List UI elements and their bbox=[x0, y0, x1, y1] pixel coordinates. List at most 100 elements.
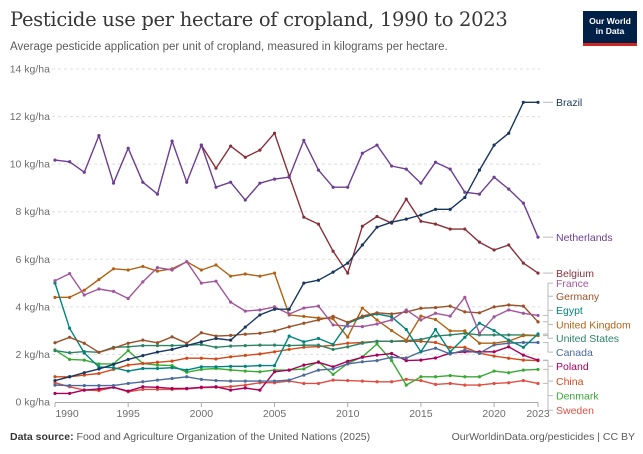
data-point bbox=[229, 368, 233, 372]
data-point bbox=[258, 274, 262, 278]
data-point bbox=[536, 340, 540, 345]
url-license[interactable]: OurWorldinData.org/pesticides | CC BY bbox=[451, 431, 635, 443]
series-line bbox=[54, 261, 539, 334]
data-point bbox=[185, 375, 189, 379]
data-point bbox=[97, 287, 101, 291]
data-point bbox=[155, 366, 160, 371]
data-point bbox=[111, 383, 116, 388]
data-point bbox=[141, 180, 145, 184]
data-point bbox=[360, 379, 364, 383]
data-point bbox=[258, 148, 262, 152]
data-point bbox=[360, 355, 364, 359]
y-tick-label: 0 kg/ha bbox=[16, 397, 51, 409]
data-point bbox=[507, 356, 511, 360]
data-point bbox=[97, 134, 101, 138]
owid-logo[interactable]: Our World in Data bbox=[583, 11, 637, 46]
data-point bbox=[97, 383, 101, 388]
data-point bbox=[302, 215, 306, 219]
data-point bbox=[477, 375, 482, 379]
y-tick-label: 10 kg/ha bbox=[10, 159, 50, 171]
data-point bbox=[199, 340, 203, 344]
data-point bbox=[82, 383, 86, 388]
data-point bbox=[521, 311, 525, 315]
data-point bbox=[448, 329, 452, 333]
data-point bbox=[141, 387, 145, 391]
data-point bbox=[111, 289, 116, 293]
data-point bbox=[536, 320, 540, 324]
data-point bbox=[170, 366, 174, 370]
data-point bbox=[390, 312, 394, 316]
data-point bbox=[360, 243, 364, 247]
series-belgium bbox=[199, 131, 540, 275]
x-tick-label: 2020 bbox=[482, 408, 506, 420]
x-tick-label: 2000 bbox=[190, 408, 214, 420]
data-point bbox=[214, 365, 218, 369]
data-point bbox=[331, 367, 335, 371]
series-brazil bbox=[53, 100, 540, 383]
data-point bbox=[346, 335, 350, 339]
series-line bbox=[54, 282, 539, 372]
data-point bbox=[375, 342, 379, 346]
data-point bbox=[521, 304, 525, 308]
data-point bbox=[331, 249, 335, 253]
data-point bbox=[272, 364, 277, 368]
legend-item-germany: Germany bbox=[543, 291, 600, 323]
data-point bbox=[97, 277, 101, 282]
series-united-kingdom bbox=[53, 260, 540, 345]
data-point bbox=[126, 146, 130, 150]
data-point bbox=[214, 166, 218, 170]
data-point bbox=[170, 344, 174, 348]
data-point bbox=[536, 367, 540, 372]
data-point bbox=[97, 367, 101, 371]
data-point bbox=[243, 383, 247, 387]
data-point bbox=[536, 358, 540, 362]
data-point bbox=[287, 307, 291, 311]
y-tick-label: 6 kg/ha bbox=[16, 254, 51, 266]
data-point bbox=[346, 359, 350, 363]
data-point bbox=[433, 160, 438, 164]
data-point bbox=[507, 303, 511, 307]
data-point bbox=[404, 377, 408, 382]
data-point bbox=[390, 164, 394, 168]
data-point bbox=[272, 271, 277, 275]
data-point bbox=[258, 181, 262, 185]
data-point bbox=[141, 280, 145, 284]
legend-connector bbox=[543, 382, 553, 411]
data-point bbox=[360, 224, 364, 228]
data-point bbox=[316, 168, 321, 172]
data-point bbox=[536, 313, 540, 318]
data-point bbox=[97, 350, 101, 354]
data-point bbox=[331, 347, 335, 352]
data-point bbox=[404, 338, 408, 342]
data-point bbox=[82, 288, 86, 292]
data-point bbox=[229, 338, 233, 342]
data-point bbox=[243, 155, 247, 159]
data-point bbox=[521, 340, 525, 345]
data-point bbox=[492, 305, 496, 309]
data-point bbox=[492, 341, 496, 345]
data-point bbox=[433, 317, 438, 322]
legend-label: France bbox=[556, 278, 589, 290]
data-point bbox=[272, 343, 277, 347]
y-tick-label: 12 kg/ha bbox=[10, 111, 50, 123]
data-point bbox=[521, 368, 525, 372]
data-point bbox=[536, 100, 540, 104]
data-point bbox=[521, 100, 525, 104]
data-point bbox=[214, 279, 218, 283]
series-line bbox=[54, 332, 539, 354]
data-point bbox=[229, 384, 233, 389]
data-point bbox=[243, 309, 247, 313]
data-point bbox=[199, 356, 203, 360]
data-point bbox=[111, 362, 116, 367]
data-point bbox=[404, 197, 408, 201]
data-point bbox=[126, 369, 130, 373]
data-point bbox=[375, 311, 379, 315]
data-point bbox=[272, 131, 277, 135]
data-point bbox=[302, 138, 306, 142]
data-point bbox=[199, 143, 203, 147]
data-point bbox=[199, 281, 203, 285]
data-point bbox=[229, 180, 233, 184]
data-point bbox=[404, 356, 408, 360]
data-point bbox=[419, 350, 423, 354]
